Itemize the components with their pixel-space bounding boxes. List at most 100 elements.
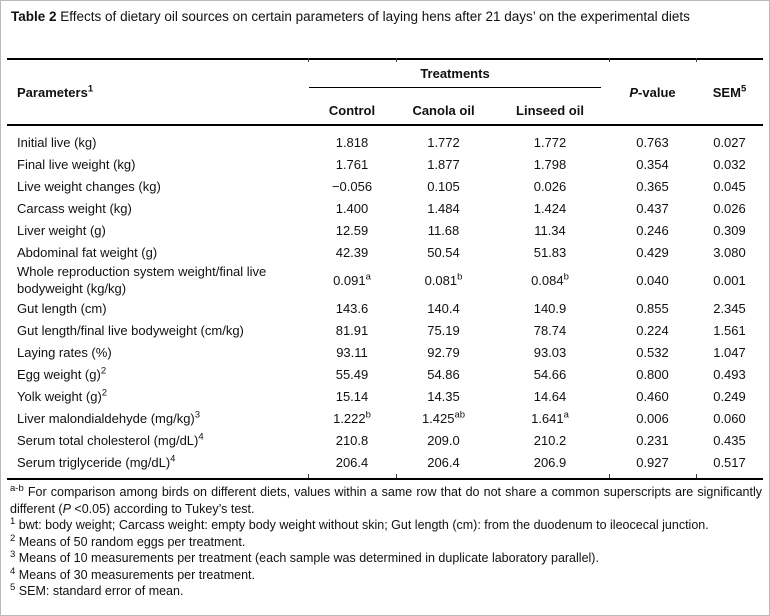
- header-sem-label: SEM: [712, 84, 741, 100]
- value-cell: 0.026: [533, 178, 567, 194]
- value-cell: 140.4: [427, 300, 460, 316]
- sem-cell: 0.001: [713, 272, 746, 288]
- pvalue-cell: 0.429: [636, 244, 669, 260]
- pvalue-cell: 0.006: [636, 410, 669, 426]
- header-treatments-group: Treatments: [308, 59, 609, 96]
- header-sem-superscript: 5: [740, 83, 747, 95]
- value-cell: 1.400: [335, 200, 369, 216]
- pvalue-cell: 0.800: [636, 366, 669, 382]
- footnote: 3 Means of 10 measurements per treatment…: [10, 548, 599, 565]
- header-col-canola-oil: Canola oil: [412, 102, 475, 118]
- sem-cell: 0.493: [713, 366, 746, 382]
- pvalue-cell: 0.460: [636, 388, 669, 404]
- value-cell: 0.091a: [333, 271, 371, 288]
- value-cell: 140.9: [533, 300, 567, 316]
- table-row: Liver weight (g) 12.59 11.68 11.34 0.246 0.30…: [7, 219, 763, 241]
- border-tick: [696, 474, 697, 478]
- header-parameters-label: Parameters: [17, 84, 88, 100]
- value-cell: 206.9: [533, 454, 567, 470]
- table-row: Abdominal fat weight (g) 42.39 50.54 51.83 0…: [7, 241, 763, 263]
- value-cell: −0.056: [331, 178, 373, 194]
- border-tick: [609, 474, 610, 478]
- table-row: Liver malondialdehyde (mg/kg)3 1.222b 1.42…: [7, 407, 763, 429]
- value-cell: 1.761: [335, 156, 369, 172]
- parameter-cell: Initial live (kg): [17, 134, 97, 150]
- table-row: Whole reproduction system weight/final l…: [7, 263, 763, 297]
- value-cell: 11.68: [427, 222, 460, 238]
- value-cell: 54.86: [427, 366, 460, 382]
- value-cell: 1.798: [533, 156, 567, 172]
- parameter-cell: Serum total cholesterol (mg/dL)4: [17, 431, 204, 448]
- parameter-cell: Final live weight (kg): [17, 156, 136, 172]
- value-cell: 14.64: [533, 388, 567, 404]
- table-row: Gut length (cm) 143.6 140.4 140.9 0.855 2.345: [7, 297, 763, 319]
- footnote: 2 Means of 50 random eggs per treatment.: [10, 532, 246, 549]
- value-cell: 1.772: [533, 134, 567, 150]
- header-col-linseed-oil: Linseed oil: [516, 102, 584, 118]
- sem-cell: 0.249: [713, 388, 746, 404]
- pvalue-cell: 0.224: [636, 322, 669, 338]
- sem-cell: 0.032: [713, 156, 746, 172]
- value-cell: 1.818: [335, 134, 369, 150]
- table-row: Yolk weight (g)2 15.14 14.35 14.64 0.460 0.24…: [7, 385, 763, 407]
- header-treatments-label: Treatments: [309, 66, 601, 88]
- table-header: Parameters1 Treatments P-value SEM5 Cont…: [7, 59, 763, 125]
- pvalue-cell: 0.927: [636, 454, 669, 470]
- parameter-cell: Gut length (cm): [17, 300, 107, 316]
- table-row: Laying rates (%) 93.11 92.79 93.03 0.532 1.04…: [7, 341, 763, 363]
- header-parameters-superscript: 1: [87, 83, 94, 95]
- header-parameters: Parameters1: [7, 59, 308, 125]
- value-cell: 0.084b: [531, 271, 569, 288]
- sem-cell: 0.045: [713, 178, 746, 194]
- parameter-cell: Whole reproduction system weight/final l…: [17, 264, 267, 296]
- value-cell: 1.484: [427, 200, 460, 216]
- border-tick: [696, 58, 697, 62]
- value-cell: 42.39: [335, 244, 369, 260]
- value-cell: 0.081b: [424, 271, 463, 288]
- value-cell: 206.4: [427, 454, 460, 470]
- value-cell: 11.34: [534, 222, 566, 238]
- border-tick: [308, 474, 309, 478]
- parameter-cell: Egg weight (g)2: [17, 365, 107, 382]
- border-tick: [396, 58, 397, 62]
- table-row: Serum triglyceride (mg/dL)4 206.4 206.4 206…: [7, 451, 763, 479]
- value-cell: 50.54: [427, 244, 460, 260]
- pvalue-cell: 0.763: [636, 134, 669, 150]
- pvalue-cell: 0.231: [636, 432, 669, 448]
- value-cell: 210.2: [533, 432, 567, 448]
- value-cell: 209.0: [427, 432, 460, 448]
- value-cell: 206.4: [335, 454, 369, 470]
- footnote: a-b For comparison among birds on differ…: [10, 482, 762, 516]
- table-caption-text: Effects of dietary oil sources on certai…: [56, 9, 690, 24]
- footnote: 1 bwt: body weight; Carcass weight: empt…: [10, 515, 709, 532]
- parameter-cell: Carcass weight (kg): [17, 200, 132, 216]
- value-cell: 1.425ab: [421, 409, 466, 426]
- header-pvalue-italic-p: P: [629, 84, 639, 100]
- pvalue-cell: 0.354: [636, 156, 669, 172]
- parameter-cell: Gut length/final live bodyweight (cm/kg): [17, 322, 244, 338]
- value-cell: 14.35: [427, 388, 460, 404]
- value-cell: 15.14: [335, 388, 369, 404]
- parameter-cell: Laying rates (%): [17, 344, 112, 360]
- table-body: Initial live (kg) 1.818 1.772 1.772 0.763 0.0…: [7, 125, 763, 479]
- pvalue-cell: 0.040: [636, 272, 669, 288]
- parameter-cell: Liver malondialdehyde (mg/kg)3: [17, 409, 201, 426]
- sem-cell: 0.517: [713, 454, 746, 470]
- pvalue-cell: 0.246: [636, 222, 669, 238]
- border-tick: [308, 58, 309, 62]
- value-cell: 92.79: [427, 344, 460, 360]
- table-row: Carcass weight (kg) 1.400 1.484 1.424 0.437 0…: [7, 197, 763, 219]
- pvalue-cell: 0.365: [636, 178, 669, 194]
- value-cell: 1.641a: [531, 409, 569, 426]
- pvalue-cell: 0.437: [636, 200, 669, 216]
- value-cell: 93.11: [336, 344, 368, 360]
- sem-cell: 0.027: [713, 134, 746, 150]
- sem-cell: 3.080: [713, 244, 746, 260]
- value-cell: 143.6: [335, 300, 369, 316]
- value-cell: 75.19: [427, 322, 460, 338]
- table-row: Initial live (kg) 1.818 1.772 1.772 0.763 0.0…: [7, 125, 763, 153]
- parameter-cell: Liver weight (g): [17, 222, 106, 238]
- value-cell: 78.74: [533, 322, 567, 338]
- sem-cell: 0.435: [713, 432, 746, 448]
